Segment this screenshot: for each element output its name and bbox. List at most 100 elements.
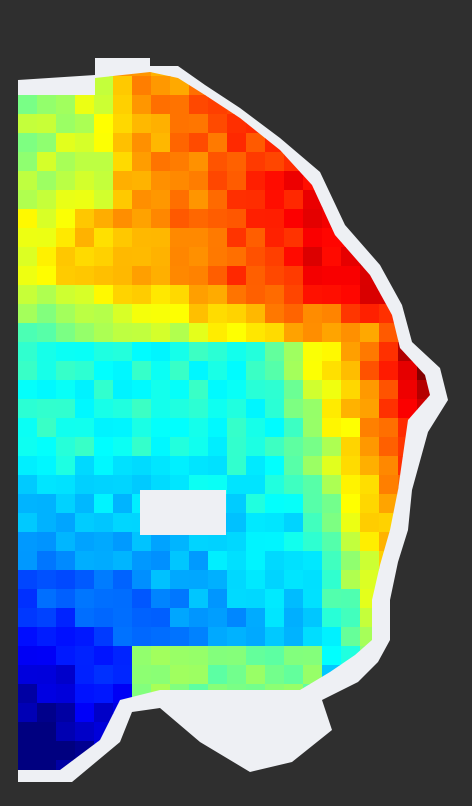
heatmap-cell: [284, 380, 304, 400]
heatmap-cell: [246, 285, 266, 305]
heatmap-cell: [132, 608, 152, 628]
heatmap-cell: [151, 646, 171, 666]
heatmap-cell: [56, 152, 76, 172]
heatmap-cell: [132, 209, 152, 229]
heatmap-cell: [94, 266, 114, 286]
heatmap-cell: [56, 247, 76, 267]
heatmap-cell: [284, 247, 304, 267]
heatmap-cell: [151, 551, 171, 571]
heatmap-cell: [18, 741, 38, 761]
heatmap-cell: [75, 456, 95, 476]
heatmap-cell: [341, 456, 361, 476]
heatmap-cell: [56, 380, 76, 400]
heatmap-cell: [284, 437, 304, 457]
heatmap-cell: [94, 418, 114, 438]
heatmap-cell: [113, 152, 133, 172]
heatmap-cell: [75, 95, 95, 115]
heatmap-cell: [75, 209, 95, 229]
heatmap-cell: [246, 361, 266, 381]
heatmap-cell: [151, 418, 171, 438]
heatmap-cell: [208, 190, 228, 210]
heatmap-cell: [37, 570, 57, 590]
heatmap-cell: [208, 665, 228, 685]
heatmap-cell: [265, 627, 285, 647]
heatmap-cell: [322, 494, 342, 514]
heatmap-cell: [341, 532, 361, 552]
heatmap-cell: [284, 209, 304, 229]
heatmap-cell: [360, 342, 380, 362]
heatmap-cell: [246, 532, 266, 552]
heatmap-cell: [170, 627, 190, 647]
heatmap-cell: [18, 323, 38, 343]
heatmap-cell: [56, 437, 76, 457]
heatmap-cell: [132, 646, 152, 666]
heatmap-cell: [322, 437, 342, 457]
heatmap-cell: [303, 475, 323, 495]
heatmap-cell: [113, 418, 133, 438]
heatmap-cell: [56, 475, 76, 495]
heatmap-cell: [341, 304, 361, 324]
heatmap-cell: [18, 380, 38, 400]
heatmap-cell: [322, 399, 342, 419]
heatmap-cell: [132, 380, 152, 400]
heatmap-cell: [208, 323, 228, 343]
heatmap-cell: [341, 437, 361, 457]
heatmap-cell: [37, 703, 57, 723]
heatmap-cell: [94, 152, 114, 172]
heatmap-cell: [284, 266, 304, 286]
heatmap-cell: [94, 76, 114, 96]
heatmap-cell: [341, 513, 361, 533]
heatmap-cell: [284, 399, 304, 419]
heatmap-cell: [322, 418, 342, 438]
heatmap-cell: [189, 627, 209, 647]
heatmap-cell: [227, 133, 247, 153]
heatmap-cell: [56, 513, 76, 533]
heatmap-cell: [227, 209, 247, 229]
heatmap-cell: [56, 456, 76, 476]
heatmap-cell: [208, 266, 228, 286]
heatmap-cell: [189, 171, 209, 191]
heatmap-cell: [37, 532, 57, 552]
heatmap-cell: [37, 494, 57, 514]
heatmap-cell: [284, 361, 304, 381]
heatmap-cell: [398, 361, 418, 381]
heatmap-cell: [227, 665, 247, 685]
heatmap-cell: [227, 171, 247, 191]
heatmap-cell: [37, 342, 57, 362]
heatmap-cell: [151, 285, 171, 305]
heatmap-cell: [18, 361, 38, 381]
heatmap-cell: [303, 209, 323, 229]
heatmap-cell: [341, 608, 361, 628]
heatmap-cell: [189, 190, 209, 210]
heatmap-cell: [341, 380, 361, 400]
heatmap-cell: [37, 171, 57, 191]
heatmap-cell: [18, 95, 38, 115]
heatmap-cell: [94, 627, 114, 647]
heatmap-cell: [265, 228, 285, 248]
heatmap-cell: [360, 437, 380, 457]
heatmap-cell: [246, 608, 266, 628]
heatmap-cell: [303, 342, 323, 362]
heatmap-cell: [208, 399, 228, 419]
heatmap-cell: [151, 342, 171, 362]
heatmap-cell: [303, 437, 323, 457]
heatmap-cell: [18, 551, 38, 571]
heatmap-cell: [132, 152, 152, 172]
heatmap-cell: [56, 342, 76, 362]
heatmap-cell: [246, 152, 266, 172]
heatmap-cell: [360, 494, 380, 514]
heatmap-cell: [227, 475, 247, 495]
heatmap-cell: [37, 665, 57, 685]
heatmap-cell: [75, 171, 95, 191]
heatmap-cell: [37, 418, 57, 438]
heatmap-cell: [170, 171, 190, 191]
heatmap-cell: [227, 228, 247, 248]
heatmap-cell: [208, 418, 228, 438]
mask-hole: [140, 490, 226, 535]
heatmap-cell: [265, 342, 285, 362]
heatmap-cell: [189, 152, 209, 172]
heatmap-cell: [113, 361, 133, 381]
heatmap-cell: [360, 323, 380, 343]
heatmap-cell: [151, 95, 171, 115]
heatmap-cell: [113, 589, 133, 609]
